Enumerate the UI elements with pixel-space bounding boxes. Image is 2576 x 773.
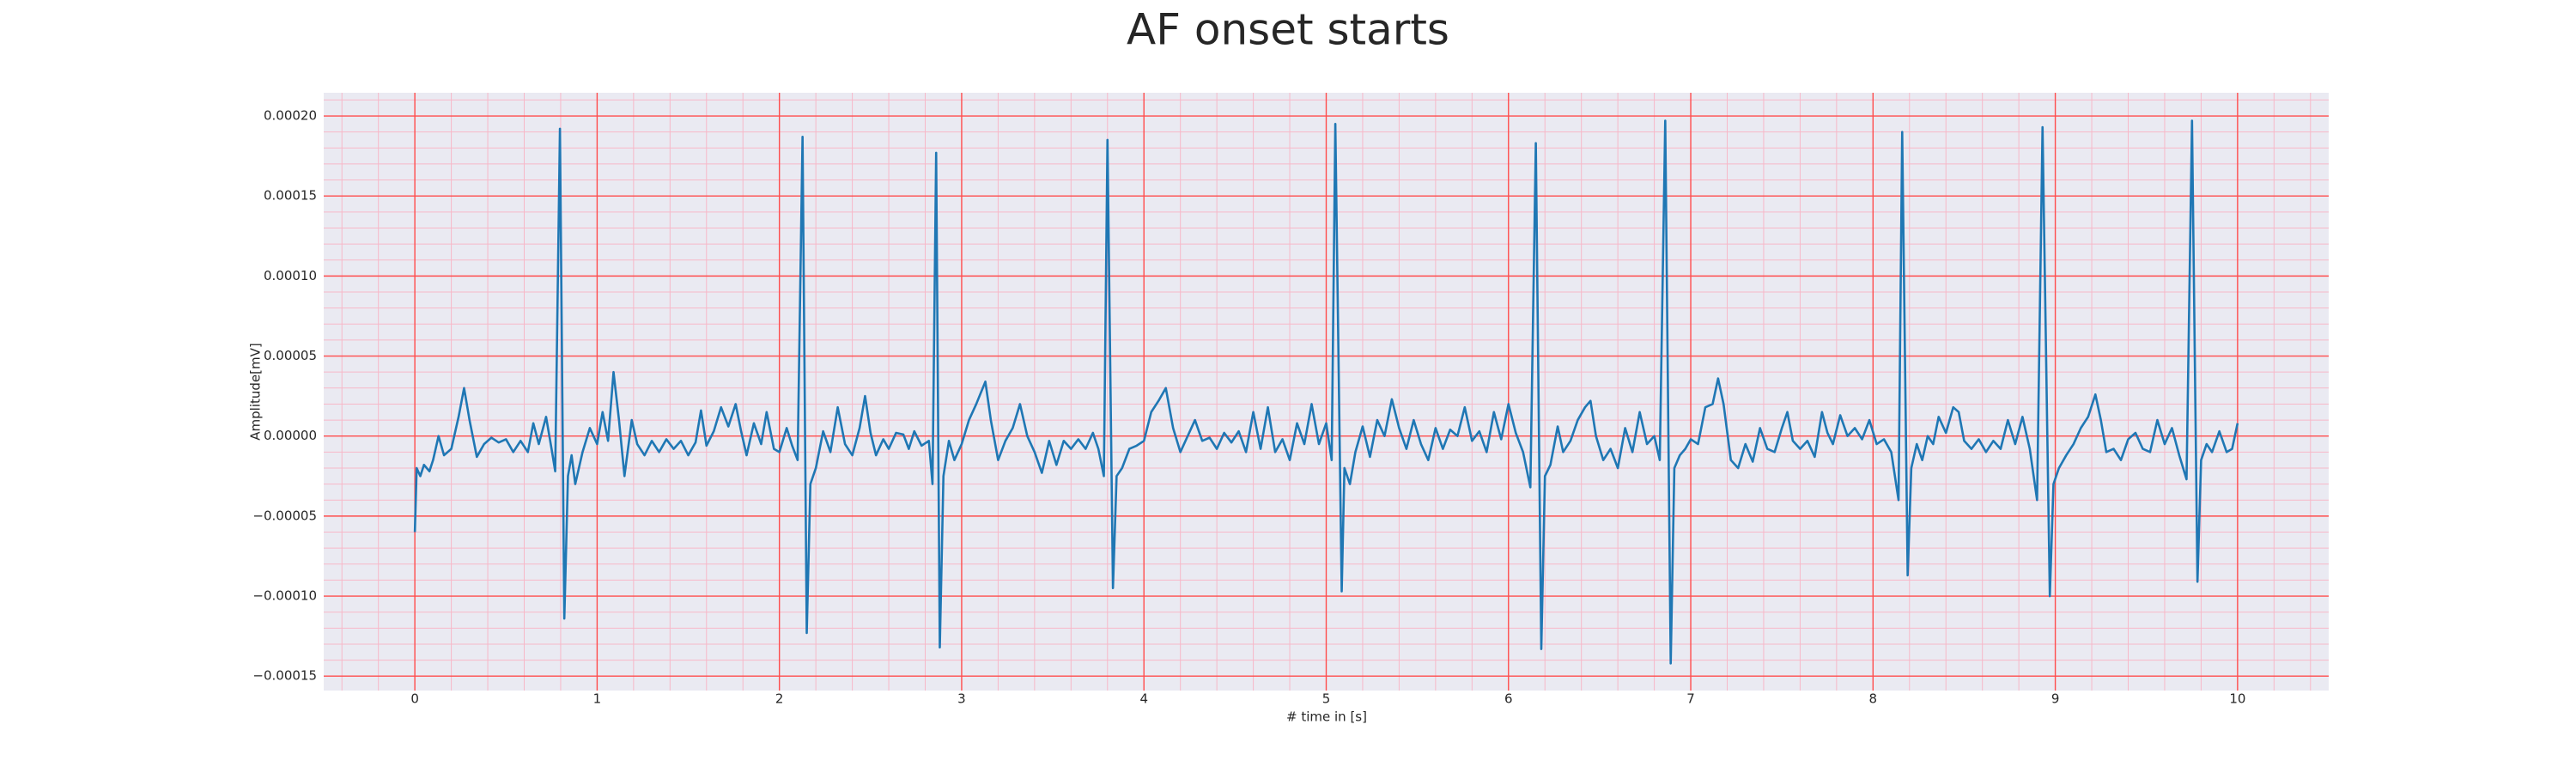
x-tick-label: 5 (1322, 691, 1331, 707)
x-axis-label: # time in [s] (1286, 709, 1367, 725)
x-tick-label: 10 (2229, 691, 2245, 707)
y-tick-label: 0.00005 (264, 348, 317, 363)
x-tick-label: 8 (1869, 691, 1878, 707)
y-tick-label: 0.00010 (264, 268, 317, 283)
signal-line (413, 119, 2239, 665)
x-tick-label: 9 (2051, 691, 2060, 707)
y-tick-label: −0.00015 (252, 668, 317, 684)
y-axis-label: Amplitude[mV] (248, 343, 264, 440)
y-tick-label: −0.00005 (252, 508, 317, 523)
chart-title: AF onset starts (1127, 5, 1449, 55)
x-tick-label: 6 (1504, 691, 1513, 707)
x-tick-label: 7 (1686, 691, 1695, 707)
x-tick-label: 3 (957, 691, 966, 707)
x-tick-label: 4 (1139, 691, 1148, 707)
x-tick-label: 0 (410, 691, 419, 707)
y-tick-label: 0.00000 (264, 428, 317, 443)
y-tick-label: −0.00010 (252, 588, 317, 604)
y-tick-label: 0.00015 (264, 188, 317, 204)
y-tick-label: 0.00020 (264, 108, 317, 124)
x-tick-label: 1 (593, 691, 602, 707)
x-tick-label: 2 (775, 691, 784, 707)
